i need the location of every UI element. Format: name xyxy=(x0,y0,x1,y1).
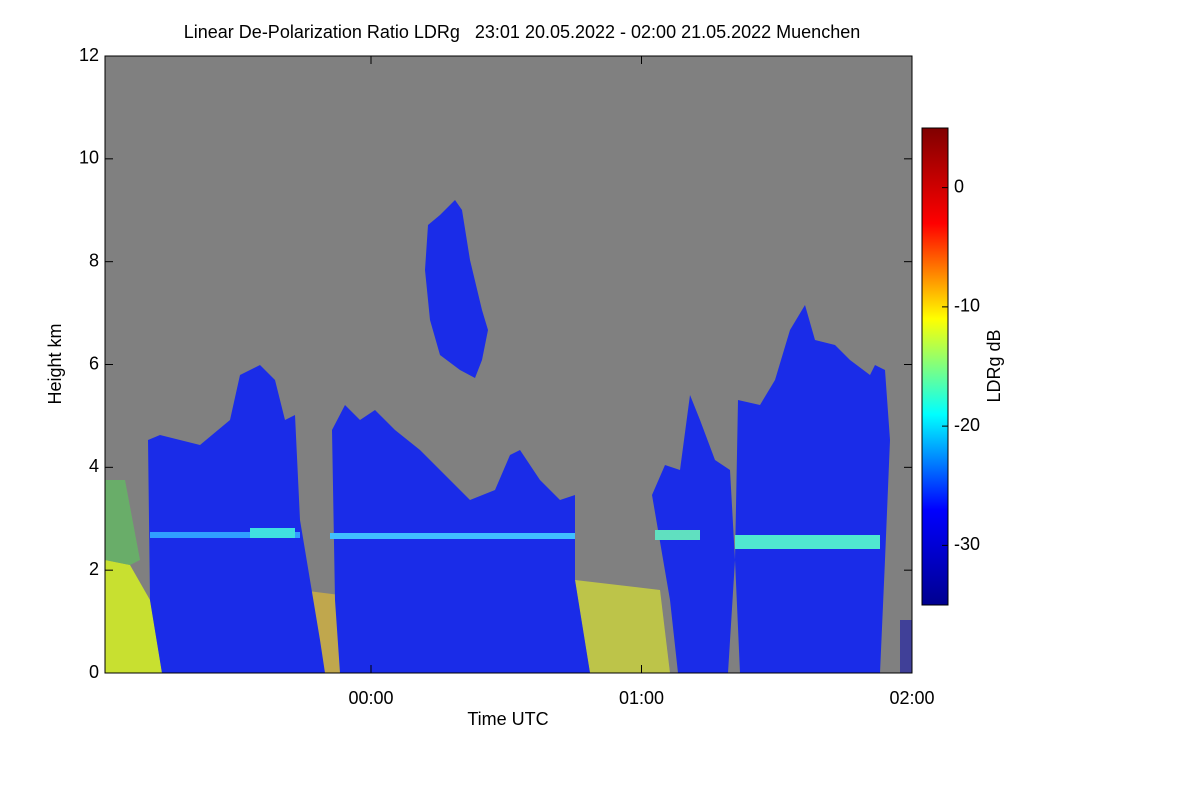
cloud xyxy=(735,305,890,673)
noise xyxy=(575,580,670,673)
cloud xyxy=(425,200,488,378)
y-tick-label: 10 xyxy=(79,148,99,168)
colorbar-tick-label: -30 xyxy=(954,534,980,554)
cloud-field xyxy=(105,200,912,673)
x-tick-label: 00:00 xyxy=(348,688,393,708)
cloud xyxy=(900,620,912,673)
melting-layer xyxy=(150,532,300,538)
noise xyxy=(105,560,162,673)
y-tick-label: 2 xyxy=(89,559,99,579)
x-axis-label: Time UTC xyxy=(467,709,548,729)
cloud xyxy=(148,365,325,673)
y-tick-label: 0 xyxy=(89,662,99,682)
y-tick-label: 4 xyxy=(89,456,99,476)
colorbar xyxy=(921,127,949,606)
chart-title: Linear De-Polarization Ratio LDRg 23:01 … xyxy=(184,22,860,42)
melting-layer xyxy=(250,528,295,538)
y-axis-label: Height km xyxy=(45,323,65,404)
colorbar-tick-label: 0 xyxy=(954,176,964,196)
colorbar-tick-label: -10 xyxy=(954,296,980,316)
x-tick-label: 01:00 xyxy=(619,688,664,708)
y-tick-label: 12 xyxy=(79,45,99,65)
x-tick-label: 02:00 xyxy=(889,688,934,708)
colorbar-tick-label: -20 xyxy=(954,415,980,435)
y-tick-label: 8 xyxy=(89,250,99,270)
melting-layer xyxy=(735,535,880,549)
melting-layer xyxy=(655,530,700,540)
melting-layer xyxy=(330,533,575,539)
noise xyxy=(105,480,140,565)
y-tick-label: 6 xyxy=(89,353,99,373)
colorbar-label: LDRg dB xyxy=(984,329,1004,402)
